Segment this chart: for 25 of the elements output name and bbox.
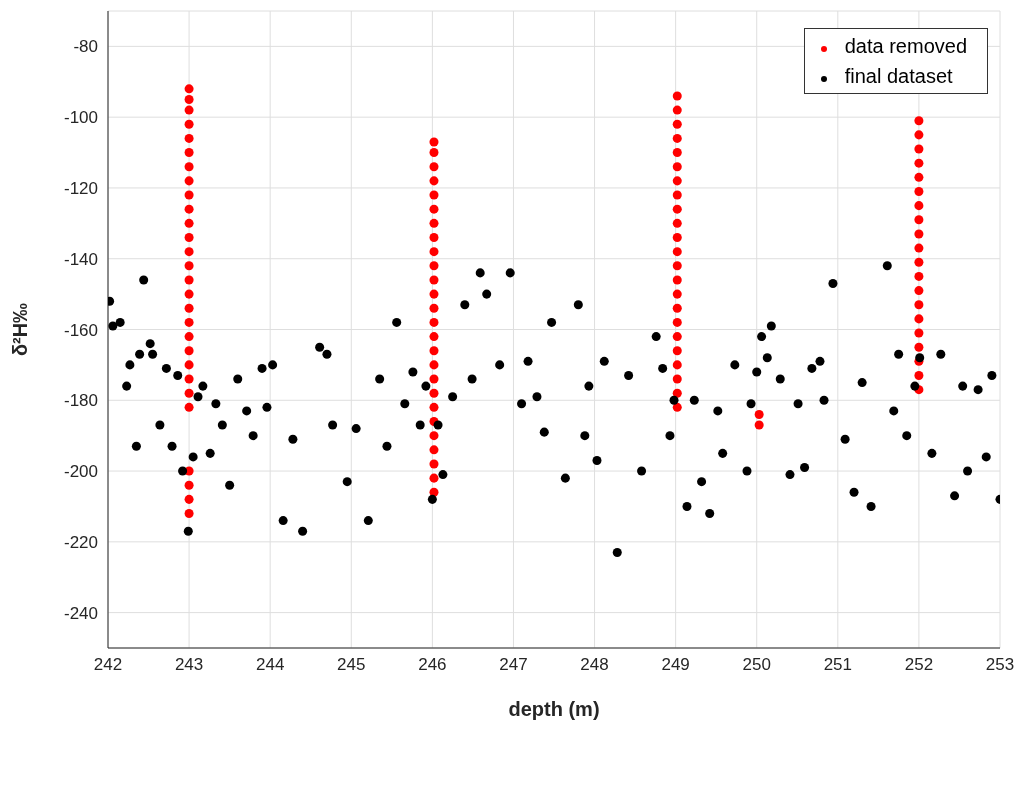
y-tick-label: -160 (63, 320, 98, 340)
y-tick-label: -140 (63, 249, 98, 269)
x-tick-label: 253 (985, 655, 1015, 675)
legend-label: final dataset (844, 65, 953, 87)
x-tick-label: 248 (580, 655, 609, 675)
y-tick-label: -80 (73, 37, 98, 57)
x-tick-label: 242 (93, 655, 123, 675)
y-tick-label: -120 (63, 178, 98, 198)
x-tick-label: 244 (255, 655, 285, 675)
x-axis-title: depth (m) (508, 698, 600, 720)
x-tick-label: 251 (823, 655, 853, 675)
x-tick-label: 250 (742, 655, 771, 675)
y-tick-label: -240 (63, 603, 98, 623)
x-tick-label: 252 (904, 655, 934, 675)
y-tick-label: -180 (63, 391, 98, 411)
legend-label: data removed (844, 35, 967, 57)
y-axis-title: δ²H‰ (9, 302, 32, 357)
x-tick-label: 245 (337, 655, 366, 675)
y-tick-label: -200 (63, 462, 98, 482)
x-tick-label: 247 (499, 655, 528, 675)
y-tick-label: -220 (63, 532, 98, 552)
x-tick-label: 249 (661, 655, 690, 675)
y-tick-label: -100 (63, 108, 98, 128)
x-tick-label: 246 (418, 655, 447, 675)
x-tick-label: 243 (174, 655, 204, 675)
